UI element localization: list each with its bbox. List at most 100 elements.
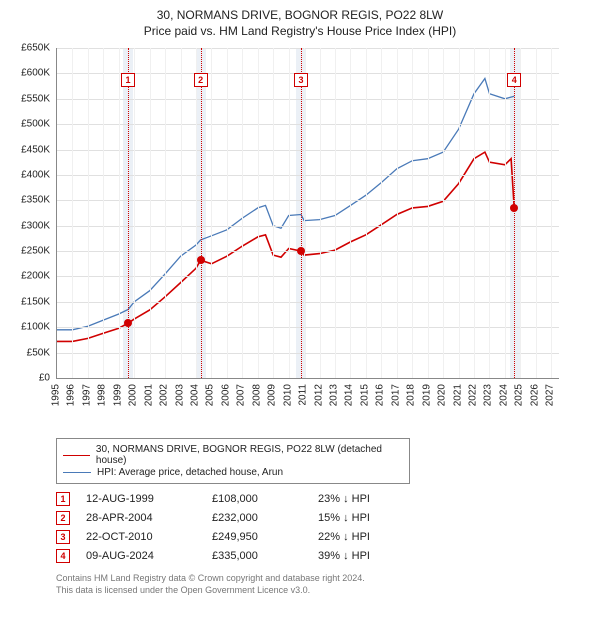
event-diff: 22% ↓ HPI [318,531,398,543]
h-gridline [57,124,559,125]
h-gridline [57,353,559,354]
h-gridline [57,48,559,49]
v-gridline [103,48,104,378]
plot-outer: £0£50K£100K£150K£200K£250K£300K£350K£400… [10,44,570,404]
event-number-box: 2 [56,511,70,525]
legend-label: HPI: Average price, detached house, Arun [97,467,283,478]
x-tick-label: 2025 [514,384,525,406]
h-gridline [57,226,559,227]
event-date: 28-APR-2004 [86,512,196,524]
h-gridline [57,200,559,201]
event-row: 409-AUG-2024£335,00039% ↓ HPI [56,549,590,563]
chart-container: 30, NORMANS DRIVE, BOGNOR REGIS, PO22 8L… [0,0,600,602]
plot-area: 1234 [56,48,559,379]
v-gridline [289,48,290,378]
y-tick-label: £450K [21,144,50,155]
event-price: £249,950 [212,531,302,543]
h-gridline [57,99,559,100]
x-tick-label: 1997 [81,384,92,406]
x-tick-label: 2027 [545,384,556,406]
x-tick-label: 2017 [390,384,401,406]
x-tick-label: 2021 [452,384,463,406]
legend-label: 30, NORMANS DRIVE, BOGNOR REGIS, PO22 8L… [96,444,403,466]
x-tick-label: 2018 [406,384,417,406]
event-row: 322-OCT-2010£249,95022% ↓ HPI [56,530,590,544]
y-tick-label: £400K [21,169,50,180]
legend-swatch [63,455,90,456]
x-tick-label: 2000 [128,384,139,406]
x-tick-label: 2003 [174,384,185,406]
v-gridline [551,48,552,378]
v-gridline [72,48,73,378]
y-tick-label: £100K [21,322,50,333]
chart-title-line2: Price paid vs. HM Land Registry's House … [10,24,590,38]
v-gridline [536,48,537,378]
v-gridline [88,48,89,378]
footnote-line1: Contains HM Land Registry data © Crown c… [56,573,590,585]
legend: 30, NORMANS DRIVE, BOGNOR REGIS, PO22 8L… [56,438,410,484]
v-gridline [474,48,475,378]
h-gridline [57,276,559,277]
h-gridline [57,150,559,151]
event-date: 09-AUG-2024 [86,550,196,562]
v-gridline [258,48,259,378]
v-gridline [443,48,444,378]
event-number-box: 1 [56,492,70,506]
v-gridline [428,48,429,378]
x-tick-label: 1999 [112,384,123,406]
v-gridline [119,48,120,378]
series-marker [297,247,305,255]
line-series-svg [57,48,559,378]
x-tick-label: 2024 [498,384,509,406]
event-dash-line [201,48,202,378]
v-gridline [242,48,243,378]
event-price: £335,000 [212,550,302,562]
x-tick-label: 2008 [251,384,262,406]
x-tick-label: 2011 [298,384,309,406]
event-marker-box: 1 [121,73,135,87]
footnote: Contains HM Land Registry data © Crown c… [56,573,590,596]
y-tick-label: £550K [21,93,50,104]
v-gridline [412,48,413,378]
v-gridline [459,48,460,378]
v-gridline [227,48,228,378]
v-gridline [397,48,398,378]
y-tick-label: £50K [27,347,50,358]
v-gridline [181,48,182,378]
y-tick-label: £500K [21,119,50,130]
x-tick-label: 2022 [468,384,479,406]
x-tick-label: 2009 [267,384,278,406]
v-gridline [134,48,135,378]
event-date: 12-AUG-1999 [86,493,196,505]
events-table: 112-AUG-1999£108,00023% ↓ HPI228-APR-200… [56,492,590,563]
x-tick-label: 2004 [190,384,201,406]
x-tick-label: 2026 [529,384,540,406]
x-tick-label: 2016 [375,384,386,406]
x-tick-label: 2005 [205,384,216,406]
event-diff: 23% ↓ HPI [318,493,398,505]
v-gridline [520,48,521,378]
h-gridline [57,175,559,176]
event-dash-line [301,48,302,378]
event-row: 112-AUG-1999£108,00023% ↓ HPI [56,492,590,506]
y-tick-label: £300K [21,220,50,231]
event-marker-box: 3 [294,73,308,87]
legend-row: 30, NORMANS DRIVE, BOGNOR REGIS, PO22 8L… [63,444,403,466]
h-gridline [57,327,559,328]
event-marker-box: 4 [507,73,521,87]
y-tick-label: £0 [39,373,50,384]
v-gridline [366,48,367,378]
series-line-property [57,152,514,341]
legend-swatch [63,472,91,473]
x-tick-label: 2013 [329,384,340,406]
event-date: 22-OCT-2010 [86,531,196,543]
v-gridline [211,48,212,378]
event-row: 228-APR-2004£232,00015% ↓ HPI [56,511,590,525]
v-gridline [381,48,382,378]
x-tick-label: 2019 [421,384,432,406]
event-number-box: 4 [56,549,70,563]
series-line-hpi [57,79,514,330]
y-tick-label: £600K [21,68,50,79]
event-diff: 15% ↓ HPI [318,512,398,524]
h-gridline [57,251,559,252]
